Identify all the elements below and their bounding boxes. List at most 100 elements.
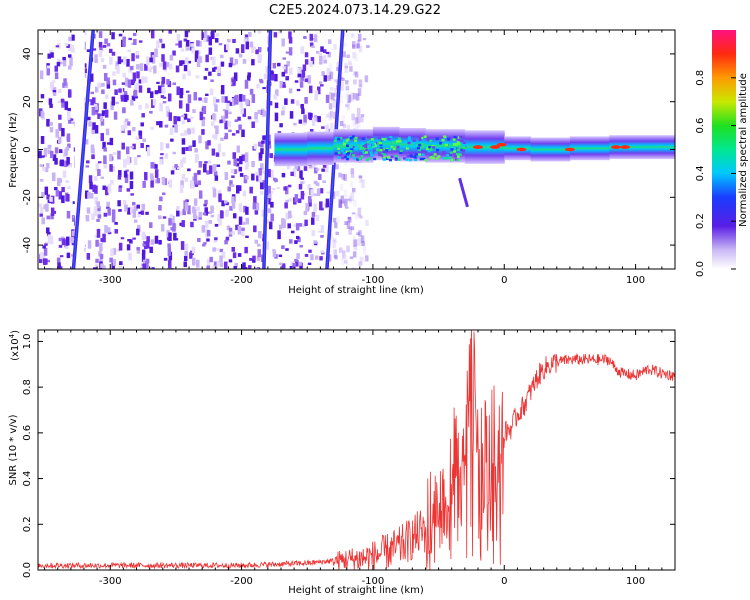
noise-cell — [241, 129, 245, 138]
noise-cell — [86, 252, 91, 260]
noise-cell — [175, 43, 179, 46]
noise-cell — [169, 54, 174, 61]
noise-cell — [269, 190, 274, 194]
noise-cell — [231, 133, 236, 136]
noise-cell — [146, 240, 150, 249]
noise-cell — [98, 251, 102, 257]
noise-cell — [360, 114, 365, 118]
noise-cell — [127, 79, 132, 88]
noise-cell — [303, 164, 308, 171]
noise-cell — [160, 95, 165, 98]
noise-cell — [333, 249, 337, 259]
track-speckle — [429, 156, 433, 159]
noise-cell — [216, 66, 221, 74]
noise-cell — [124, 174, 129, 184]
noise-cell — [262, 110, 266, 117]
noise-cell — [252, 46, 256, 51]
noise-cell — [229, 101, 234, 106]
noise-cell — [311, 230, 315, 237]
noise-cell — [118, 88, 122, 93]
noise-cell — [224, 132, 229, 139]
track-speckle — [386, 156, 390, 159]
noise-cell — [198, 135, 202, 144]
noise-cell — [130, 193, 134, 196]
noise-cell — [245, 206, 249, 215]
noise-cell — [171, 215, 175, 224]
noise-cell — [86, 49, 91, 52]
track-speckle — [427, 149, 431, 153]
noise-cell — [106, 80, 111, 89]
noise-cell — [109, 48, 113, 53]
noise-cell — [166, 109, 170, 118]
noise-cell — [275, 89, 279, 97]
track-speckle — [418, 138, 422, 142]
noise-cell — [198, 217, 202, 220]
noise-cell — [213, 66, 218, 70]
noise-cell — [135, 136, 140, 141]
noise-cell — [66, 236, 70, 246]
noise-cell — [233, 169, 238, 175]
noise-cell — [285, 212, 289, 220]
noise-cell — [211, 148, 216, 156]
track-speckle — [394, 154, 398, 158]
noise-cell — [194, 184, 199, 187]
noise-cell — [219, 255, 223, 263]
noise-cell — [54, 147, 59, 154]
noise-cell — [55, 129, 59, 138]
noise-cell — [201, 129, 205, 135]
snr-y-tick-label: 0.6 — [22, 425, 33, 441]
noise-cell — [246, 75, 251, 81]
noise-cell — [93, 206, 98, 214]
snr-multiplier-close: ) — [10, 330, 21, 334]
track-speckle — [454, 143, 458, 146]
noise-cell — [191, 47, 195, 54]
noise-cell — [255, 267, 260, 269]
noise-cell — [67, 107, 71, 112]
noise-cell — [323, 49, 327, 53]
noise-cell — [285, 75, 289, 79]
noise-cell — [212, 113, 216, 120]
track-speckle — [407, 141, 411, 145]
track-speckle — [418, 143, 422, 147]
noise-cell — [60, 98, 65, 103]
noise-cell — [65, 180, 70, 184]
noise-cell — [362, 242, 366, 251]
noise-cell — [346, 245, 350, 253]
noise-cell — [242, 190, 247, 197]
track-speckle — [453, 155, 457, 158]
track-speckle — [380, 154, 384, 157]
track-speckle — [354, 146, 358, 150]
noise-cell — [208, 71, 212, 76]
track-speckle — [376, 144, 380, 148]
noise-cell — [142, 263, 146, 269]
track-speckle — [394, 145, 398, 149]
noise-cell — [191, 246, 196, 254]
noise-cell — [103, 162, 107, 169]
noise-cell — [311, 117, 316, 127]
noise-cell — [190, 43, 194, 47]
noise-cell — [151, 54, 156, 64]
noise-cell — [213, 170, 218, 177]
track-speckle — [352, 135, 356, 138]
signal-track — [635, 135, 675, 160]
noise-cell — [327, 39, 332, 44]
noise-cell — [66, 133, 71, 143]
noise-cell — [90, 91, 95, 95]
noise-cell — [109, 153, 113, 162]
noise-cell — [235, 48, 240, 54]
noise-cell — [150, 30, 155, 39]
noise-cell — [328, 117, 333, 121]
track-speckle — [449, 151, 453, 155]
noise-cell — [109, 137, 114, 146]
track-speckle — [435, 137, 439, 140]
track-speckle — [459, 148, 463, 151]
noise-cell — [45, 203, 49, 212]
noise-cell — [215, 99, 220, 103]
noise-cell — [130, 65, 134, 71]
noise-cell — [68, 117, 72, 124]
noise-cell — [104, 225, 108, 233]
noise-cell — [343, 160, 348, 165]
noise-cell — [157, 85, 162, 94]
noise-cell — [170, 268, 174, 269]
noise-cell — [339, 96, 344, 103]
